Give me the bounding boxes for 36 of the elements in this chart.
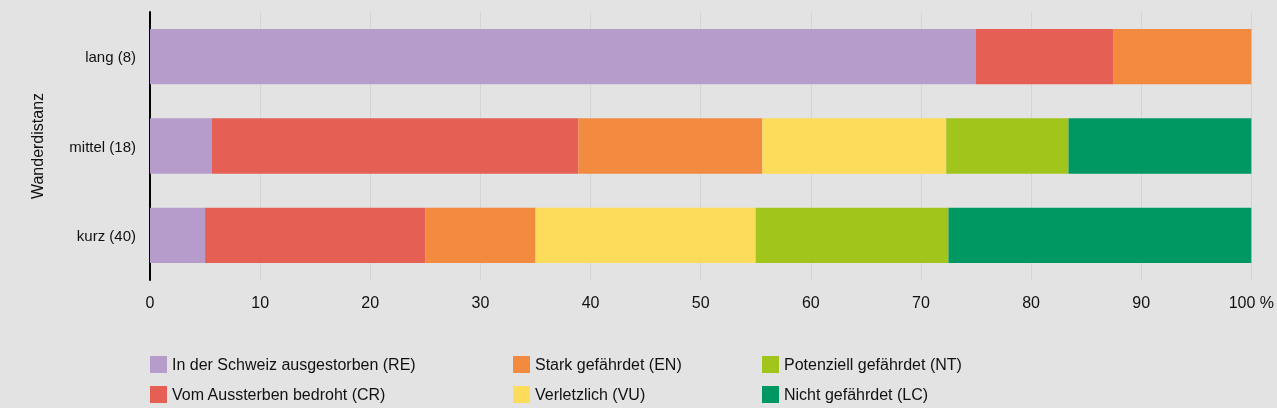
bar bbox=[211, 118, 579, 174]
x-tick-label: 60 bbox=[801, 293, 820, 311]
bar bbox=[762, 118, 947, 174]
legend-label: Verletzlich (VU) bbox=[535, 386, 646, 403]
x-tick-label: 0 bbox=[145, 293, 155, 311]
bar bbox=[1068, 118, 1252, 174]
legend-label: Nicht gefährdet (LC) bbox=[784, 386, 929, 403]
bar bbox=[948, 207, 1252, 264]
x-tick-label: 10 bbox=[251, 293, 270, 311]
x-tick-label: 80 bbox=[1022, 293, 1041, 311]
x-tick-label: 30 bbox=[471, 293, 490, 311]
y-tick-label: lang (8) bbox=[85, 48, 136, 66]
bar bbox=[1113, 28, 1252, 85]
x-tick-label: 50 bbox=[691, 293, 710, 311]
bar bbox=[205, 207, 426, 264]
legend-label: Potenziell gefährdet (NT) bbox=[784, 356, 962, 373]
legend-label: In der Schweiz ausgestorben (RE) bbox=[172, 356, 416, 373]
legend-label: Stark gefährdet (EN) bbox=[535, 356, 682, 373]
x-tick-label: 40 bbox=[581, 293, 600, 311]
y-tick-label: kurz (40) bbox=[76, 226, 136, 244]
x-tick-label: 70 bbox=[912, 293, 930, 311]
y-axis-title: Wanderdistanz bbox=[28, 92, 46, 200]
bar bbox=[975, 28, 1114, 85]
bar bbox=[150, 207, 206, 264]
bar bbox=[946, 118, 1069, 174]
legend-label: Vom Aussterben bedroht (CR) bbox=[172, 386, 386, 403]
x-tick-label: 100 % bbox=[1228, 293, 1274, 311]
bar bbox=[425, 207, 536, 264]
bar bbox=[150, 118, 212, 174]
x-tick-label: 20 bbox=[361, 293, 380, 311]
bar bbox=[755, 207, 949, 264]
bar bbox=[150, 28, 976, 85]
bar bbox=[578, 118, 763, 174]
x-tick-label: 90 bbox=[1132, 293, 1151, 311]
bar bbox=[535, 207, 756, 264]
y-tick-label: mittel (18) bbox=[69, 137, 136, 155]
